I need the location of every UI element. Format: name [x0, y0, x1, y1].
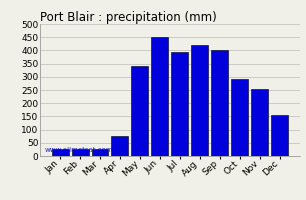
Bar: [91, 149, 108, 156]
Bar: [151, 37, 168, 156]
Bar: [72, 149, 88, 156]
Bar: [271, 115, 288, 156]
Text: Port Blair : precipitation (mm): Port Blair : precipitation (mm): [40, 11, 217, 24]
Text: www.allmetsat.com: www.allmetsat.com: [45, 147, 114, 153]
Bar: [211, 50, 228, 156]
Bar: [171, 52, 188, 156]
Bar: [131, 66, 148, 156]
Bar: [111, 136, 129, 156]
Bar: [191, 45, 208, 156]
Bar: [52, 149, 69, 156]
Bar: [251, 89, 268, 156]
Bar: [231, 79, 248, 156]
